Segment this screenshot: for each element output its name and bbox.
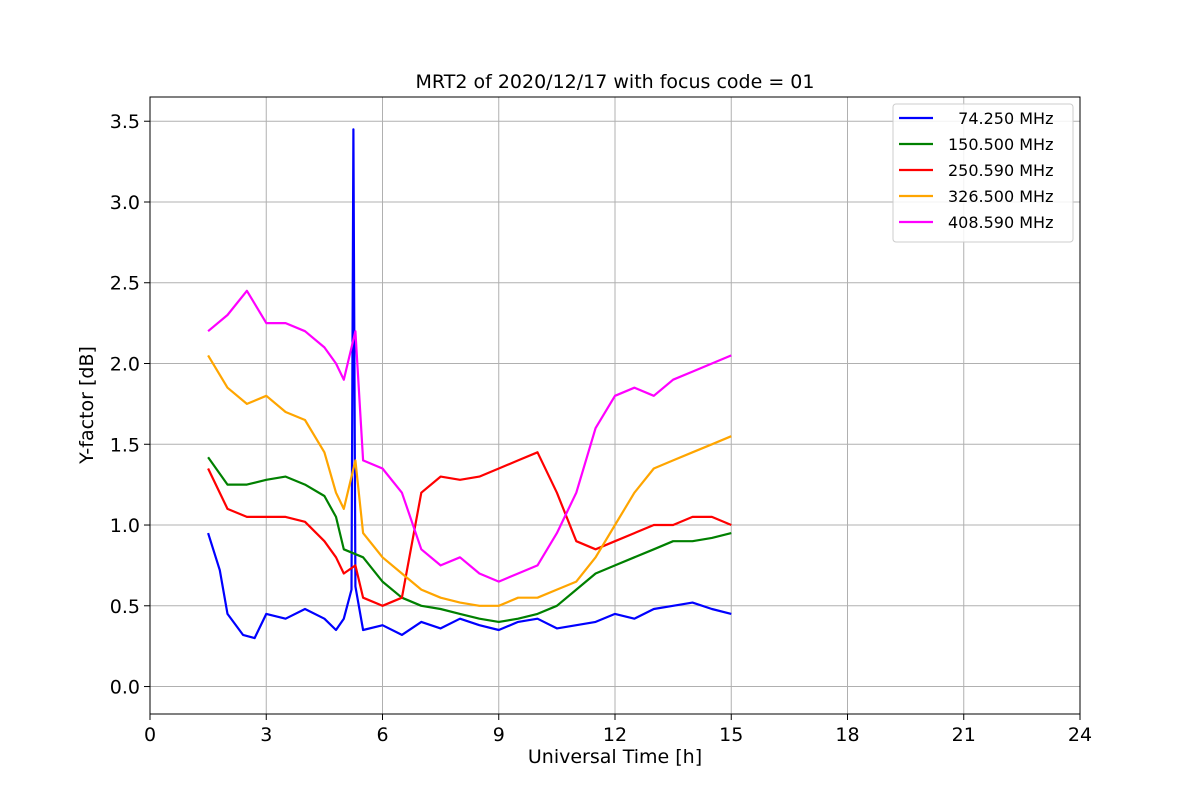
legend: 74.250 MHz 150.500 MHz 250.590 MHz 326.500 …: [892, 103, 1074, 243]
y-tick-label: 0.0: [110, 677, 140, 699]
x-tick-label: 12: [603, 724, 627, 746]
x-tick-label: 24: [1068, 724, 1092, 746]
x-axis-label: Universal Time [h]: [528, 746, 702, 768]
x-tick-label: 15: [719, 724, 743, 746]
legend-box: [892, 103, 1074, 243]
x-tick-label: 3: [260, 724, 272, 746]
x-tick-label: 9: [493, 724, 505, 746]
series-line-4: [207, 289, 732, 583]
series-line-0: [207, 128, 732, 640]
ticks: 0 3 6 9 12 15 18 21 24 0.0 0.5 1.0 1.5 2.0 2.5 3.0 3.5: [110, 111, 1092, 746]
y-tick-label: 2.5: [110, 273, 140, 295]
y-axis-label: Y-factor [dB]: [76, 346, 98, 465]
chart-title: MRT2 of 2020/12/17 with focus code = 01: [416, 71, 815, 93]
legend-label-1: 150.500 MHz: [948, 135, 1053, 154]
legend-label-4: 408.590 MHz: [948, 213, 1053, 232]
x-tick-label: 6: [376, 724, 388, 746]
x-tick-label: 21: [952, 724, 976, 746]
series-line-2: [207, 451, 732, 607]
legend-label-2: 250.590 MHz: [948, 161, 1053, 180]
y-tick-label: 1.5: [110, 434, 140, 456]
y-tick-label: 3.5: [110, 111, 140, 133]
y-tick-label: 3.0: [110, 192, 140, 214]
series-line-3: [207, 354, 732, 607]
series-layer: [207, 128, 732, 640]
y-tick-label: 1.0: [110, 515, 140, 537]
y-tick-label: 2.0: [110, 354, 140, 376]
series-line-1: [207, 456, 732, 624]
y-tick-label: 0.5: [110, 596, 140, 618]
legend-label-0: 74.250 MHz: [948, 109, 1053, 128]
legend-label-3: 326.500 MHz: [948, 187, 1053, 206]
x-tick-label: 0: [144, 724, 156, 746]
x-tick-label: 18: [835, 724, 859, 746]
